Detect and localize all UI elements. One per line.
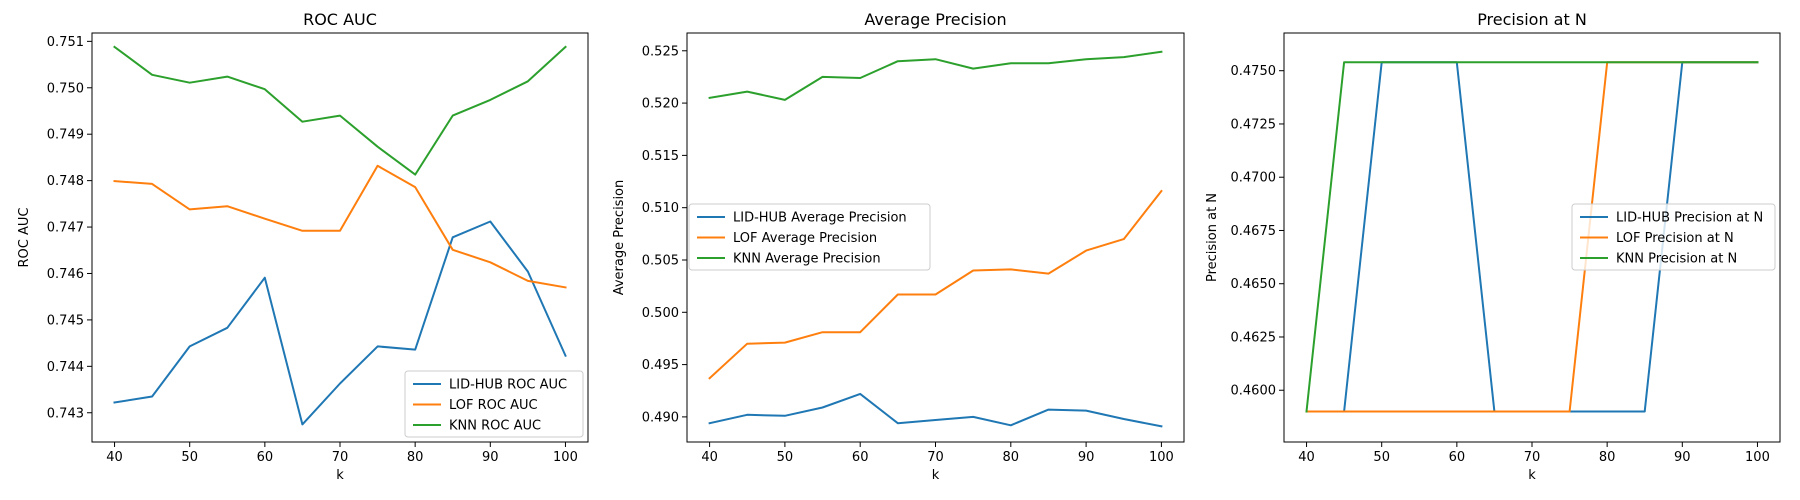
x-tick-label: 70: [332, 450, 349, 465]
y-tick-label: 0.525: [642, 44, 679, 59]
legend-label: LID-HUB Average Precision: [733, 211, 907, 226]
y-tick-label: 0.748: [47, 174, 84, 189]
y-tick-label: 0.747: [47, 221, 84, 236]
y-tick-label: 0.4625: [1231, 330, 1277, 345]
legend-label: LID-HUB ROC AUC: [449, 378, 567, 393]
x-tick-label: 100: [553, 450, 578, 465]
y-tick-label: 0.520: [642, 97, 679, 112]
legend: LID-HUB Precision at N LOF Precision at N…: [1571, 203, 1776, 271]
legend-label: LOF ROC AUC: [449, 398, 538, 413]
y-tick-label: 0.4725: [1231, 117, 1277, 132]
series-line-3: [113, 45, 567, 176]
chart-title: Precision at N: [1477, 10, 1587, 29]
legend-label: LID-HUB Precision at N: [1616, 211, 1763, 226]
legend-label: LOF Precision at N: [1616, 231, 1734, 246]
x-axis-label: k: [932, 468, 940, 483]
y-tick-label: 0.749: [47, 128, 84, 143]
x-tick-label: 50: [1373, 450, 1390, 465]
legend-label: KNN Precision at N: [1616, 252, 1737, 267]
legend: LID-HUB Average Precision LOF Average Pre…: [688, 203, 931, 271]
series-line-1: [113, 220, 567, 426]
y-tick-label: 0.505: [642, 253, 679, 268]
x-tick-label: 80: [1003, 450, 1020, 465]
chart-title: Average Precision: [864, 10, 1006, 29]
y-tick-label: 0.515: [642, 149, 679, 164]
y-tick-label: 0.4600: [1231, 384, 1277, 399]
y-tick-label: 0.490: [642, 410, 679, 425]
x-tick-label: 40: [701, 450, 718, 465]
x-tick-label: 50: [777, 450, 794, 465]
legend-label: KNN Average Precision: [733, 252, 881, 267]
y-tick-label: 0.743: [47, 406, 84, 421]
legend-label: KNN ROC AUC: [449, 419, 541, 434]
series-line-1: [708, 392, 1163, 428]
chart-panel-2: 40 50 60 70 80 90 100 0.490 0.495 0.500 0.505 0.510…: [612, 10, 1185, 483]
x-tick-label: 100: [1745, 450, 1770, 465]
x-tick-label: 60: [852, 450, 869, 465]
x-tick-label: 40: [1298, 450, 1315, 465]
legend-box: [688, 203, 931, 271]
x-tick-label: 70: [927, 450, 944, 465]
y-tick-label: 0.495: [642, 358, 679, 373]
y-tick-label: 0.751: [47, 35, 84, 50]
y-axis-label: ROC AUC: [17, 208, 32, 268]
x-tick-label: 90: [1674, 450, 1691, 465]
x-tick-label: 40: [106, 450, 123, 465]
chart-panel-1: 40 50 60 70 80 90 100 0.743 0.744 0.745 0.746 0.747…: [17, 10, 589, 483]
series-line-2: [708, 189, 1163, 380]
x-tick-label: 70: [1524, 450, 1541, 465]
x-tick-label: 100: [1149, 450, 1174, 465]
y-tick-label: 0.4650: [1231, 277, 1277, 292]
y-tick-label: 0.750: [47, 81, 84, 96]
x-tick-label: 60: [257, 450, 274, 465]
chart-panel-3: 40 50 60 70 80 90 100 0.4600 0.4625 0.4650 0.4675 0…: [1205, 10, 1781, 483]
y-tick-label: 0.4750: [1231, 64, 1277, 79]
x-tick-label: 90: [1078, 450, 1095, 465]
y-tick-label: 0.4700: [1231, 171, 1277, 186]
x-tick-label: 80: [407, 450, 424, 465]
x-tick-label: 50: [181, 450, 198, 465]
y-tick-label: 0.744: [47, 360, 84, 375]
y-axis-label: Precision at N: [1205, 193, 1220, 282]
series-line-2: [113, 164, 567, 289]
y-tick-label: 0.4675: [1231, 224, 1277, 239]
x-tick-label: 90: [482, 450, 499, 465]
legend-box: [1571, 203, 1776, 271]
y-tick-label: 0.746: [47, 267, 84, 282]
y-tick-label: 0.510: [642, 201, 679, 216]
y-tick-label: 0.500: [642, 306, 679, 321]
y-axis-label: Average Precision: [612, 180, 627, 296]
legend: LID-HUB ROC AUC LOF ROC AUC KNN ROC AUC: [404, 370, 584, 438]
series-line-3: [1305, 61, 1759, 413]
series-line-3: [708, 50, 1163, 101]
chart-title: ROC AUC: [303, 10, 377, 29]
x-axis-label: k: [336, 468, 344, 483]
legend-label: LOF Average Precision: [733, 231, 877, 246]
legend-box: [404, 370, 584, 438]
y-tick-label: 0.745: [47, 313, 84, 328]
x-tick-label: 80: [1599, 450, 1616, 465]
x-tick-label: 60: [1449, 450, 1466, 465]
x-axis-label: k: [1528, 468, 1536, 483]
